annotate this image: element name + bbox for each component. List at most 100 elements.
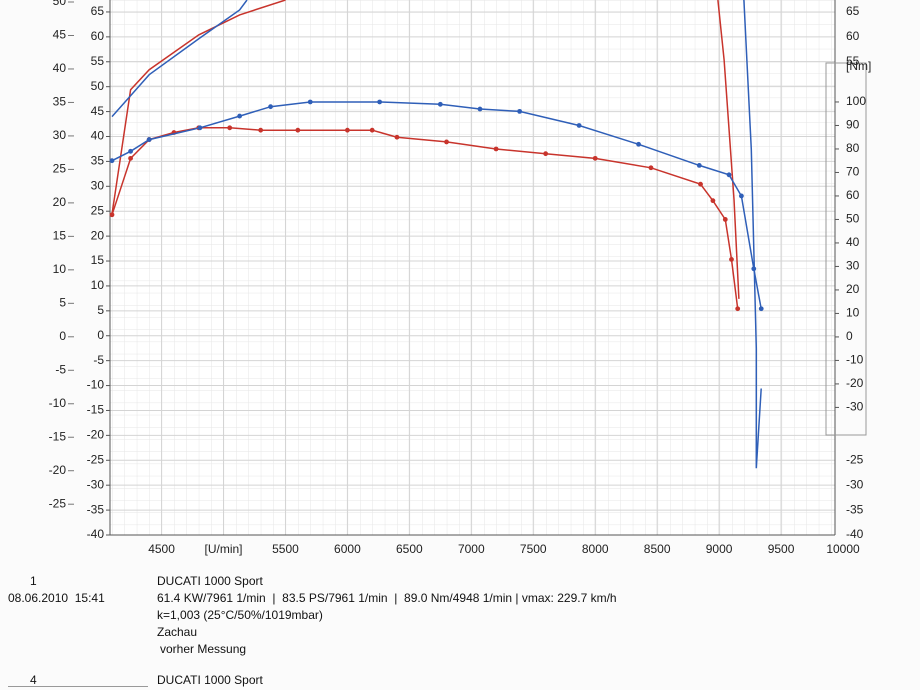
data-point <box>576 123 582 128</box>
y2-tick-label: 0 <box>846 329 853 343</box>
x-tick-label: [U/min] <box>205 542 243 556</box>
data-point <box>710 198 716 204</box>
y2-tick-label: 40 <box>846 235 860 249</box>
data-point <box>128 148 133 154</box>
y-tick-label: 60 <box>91 29 105 43</box>
y2-tick-label: -10 <box>846 353 864 367</box>
y2-tick-label: 100 <box>846 94 866 108</box>
x-tick-label: 6500 <box>396 542 423 556</box>
run-date: 08.06.2010 15:41 <box>8 591 105 605</box>
y-tick-label: -5 <box>93 353 104 367</box>
y-tick-label-right: 60 <box>846 29 860 43</box>
y3-tick-label: 35 <box>53 95 67 109</box>
data-point <box>758 306 764 312</box>
y-tick-label: -35 <box>87 502 105 516</box>
y-tick-label: 40 <box>91 129 105 143</box>
run-vehicle: DUCATI 1000 Sport <box>157 673 263 687</box>
y3-tick-label: -15 <box>49 429 67 443</box>
y2-tick-label: 70 <box>846 165 860 179</box>
y-tick-label: 15 <box>91 253 105 267</box>
y3-tick-label: -10 <box>49 396 67 410</box>
data-point <box>636 141 641 147</box>
data-point <box>729 256 734 262</box>
data-point <box>648 165 654 171</box>
y3-tick-label: 0 <box>59 329 66 343</box>
y-tick-label: 65 <box>91 4 105 18</box>
y3-tick-label: -20 <box>49 463 67 477</box>
minor-grid <box>110 0 835 535</box>
run-conditions: k=1,003 (25°C/50%/1019mbar) <box>157 608 323 622</box>
data-point <box>307 99 313 105</box>
x-tick-label: 9500 <box>768 542 795 556</box>
y2-tick-label: -20 <box>846 376 864 390</box>
y3-tick-label: 15 <box>53 229 67 243</box>
y2-tick-label: 50 <box>846 212 860 226</box>
x-tick-label: 10000 <box>826 542 860 556</box>
y-tick-label: -20 <box>87 428 105 442</box>
data-point <box>345 127 350 133</box>
y2-tick-label: 60 <box>846 188 860 202</box>
y2-tick-label: -30 <box>846 400 864 414</box>
data-point <box>592 155 598 161</box>
run-number: 4 <box>30 673 37 687</box>
data-point <box>109 212 115 218</box>
y3-tick-label: -25 <box>49 496 67 510</box>
y-tick-label-right: 65 <box>846 4 860 18</box>
run-number: 1 <box>30 574 37 588</box>
y-tick-label: 0 <box>97 328 104 342</box>
x-tick-label: 8000 <box>582 542 609 556</box>
data-point <box>369 127 375 133</box>
y3-tick-label: 20 <box>53 195 67 209</box>
x-tick-label: 5500 <box>272 542 299 556</box>
data-point <box>726 172 732 178</box>
data-point <box>109 158 115 164</box>
y-tick-label: 10 <box>91 278 105 292</box>
data-point <box>377 99 383 105</box>
y-tick-label-right: -40 <box>846 527 864 541</box>
data-point <box>751 266 757 272</box>
data-point <box>146 137 152 142</box>
y3-tick-label: 30 <box>53 128 67 142</box>
data-point <box>698 181 703 187</box>
y3-tick-label: 5 <box>59 295 66 309</box>
data-point <box>197 125 203 131</box>
x-tick-label: 6000 <box>334 542 361 556</box>
y-tick-label: 20 <box>91 228 105 242</box>
run-results: 61.4 KW/7961 1/min | 83.5 PS/7961 1/min … <box>157 591 617 605</box>
y3-tick-label: 10 <box>53 262 67 276</box>
run-vehicle: DUCATI 1000 Sport <box>157 574 263 588</box>
y2-axis-box <box>825 62 867 436</box>
data-point <box>722 217 728 222</box>
data-point <box>268 104 273 110</box>
data-point <box>543 151 549 157</box>
y2-tick-label: 30 <box>846 259 860 273</box>
data-point <box>444 139 449 145</box>
y2-tick-label: 10 <box>846 306 860 320</box>
y3-tick-label: -5 <box>55 362 66 376</box>
run-operator: Zachau <box>157 625 198 639</box>
data-point <box>517 108 523 114</box>
y-tick-label-right: -30 <box>846 477 864 491</box>
y3-tick-label: 45 <box>53 28 67 42</box>
y3-tick-label: 25 <box>53 162 67 176</box>
y2-tick-label: 90 <box>846 118 860 132</box>
y-tick-label: -25 <box>87 452 105 466</box>
separator <box>8 686 148 687</box>
y2-tick-label: 20 <box>846 282 860 296</box>
y-tick-label: 35 <box>91 154 105 168</box>
x-tick-label: 9000 <box>706 542 733 556</box>
run-note: vorher Messung <box>160 642 247 656</box>
data-point <box>696 163 702 168</box>
x-tick-label: 7000 <box>458 542 485 556</box>
y-tick-label: 30 <box>91 178 105 192</box>
data-point <box>258 127 264 133</box>
data-point <box>477 106 483 112</box>
x-tick-label: 7500 <box>520 542 547 556</box>
data-point <box>735 306 741 312</box>
y3-tick-label: 50 <box>53 0 67 8</box>
y-tick-label: -40 <box>87 527 105 541</box>
series-line <box>111 0 762 469</box>
y-tick-label: 5 <box>97 303 104 317</box>
data-point <box>128 155 133 161</box>
